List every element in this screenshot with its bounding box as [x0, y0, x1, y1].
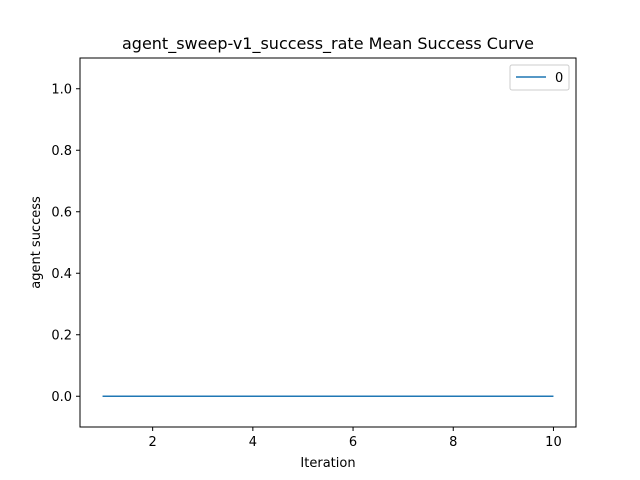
legend-label: 0 [555, 71, 563, 86]
plot-area [80, 58, 576, 427]
y-tick-label: 1.0 [51, 82, 72, 97]
y-axis-label: agent success [29, 196, 44, 289]
y-tick-label: 0.2 [51, 328, 72, 343]
y-tick-label: 0.0 [51, 390, 72, 405]
x-tick-label: 10 [545, 435, 562, 450]
x-tick-label: 4 [249, 435, 257, 450]
plot-frame [79, 57, 577, 428]
legend: 0 [509, 64, 570, 91]
x-tick-label: 8 [449, 435, 457, 450]
x-tick-label: 6 [349, 435, 357, 450]
x-axis-ticks: 2 4 6 8 10 [149, 427, 562, 450]
chart-title: agent_sweep-v1_success_rate Mean Success… [122, 34, 534, 54]
y-tick-label: 0.4 [51, 267, 72, 282]
x-axis-label: Iteration [300, 456, 355, 471]
y-axis-ticks: 0.0 0.2 0.4 0.6 0.8 1.0 [51, 82, 80, 405]
y-tick-label: 0.8 [51, 144, 72, 159]
y-tick-label: 0.6 [51, 205, 72, 220]
x-tick-label: 2 [149, 435, 157, 450]
